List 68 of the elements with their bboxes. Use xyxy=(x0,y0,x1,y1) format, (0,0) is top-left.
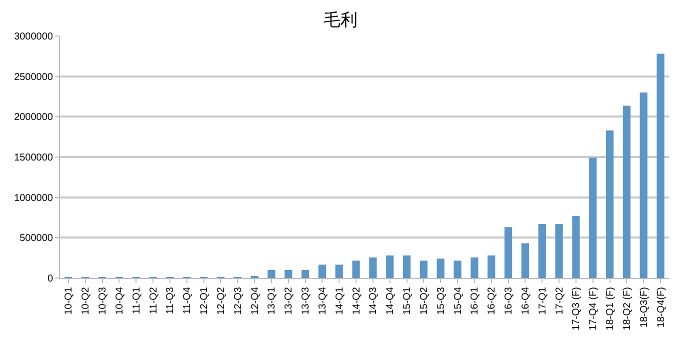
bar xyxy=(268,270,276,278)
y-tick-label: 2000000 xyxy=(14,112,54,124)
x-tick-label: 15-Q1 xyxy=(402,286,414,315)
x-tick-label: 14-Q4 xyxy=(385,286,396,315)
x-tick-label: 12-Q3 xyxy=(232,286,244,315)
x-tick-label: 18-Q2 (F) xyxy=(622,287,633,330)
chart-title: 毛利 xyxy=(324,10,358,31)
bar xyxy=(640,92,648,278)
y-tick-label: 2500000 xyxy=(14,72,54,83)
x-tick-label: 18-Q1 (F) xyxy=(605,287,616,330)
bar xyxy=(488,255,496,278)
bar xyxy=(284,270,292,278)
x-tick-label: 17-Q4 (F) xyxy=(588,287,600,330)
x-tick-label: 13-Q4 xyxy=(317,286,328,315)
x-tick-label: 13-Q3 xyxy=(300,286,312,315)
bar xyxy=(589,158,597,278)
x-tick-label: 14-Q1 xyxy=(334,286,346,315)
y-tick-label: 3000000 xyxy=(14,32,54,42)
x-tick-label: 17-Q1 xyxy=(537,286,548,315)
x-tick-label: 10-Q4 xyxy=(114,286,126,315)
y-tick-label: 500000 xyxy=(20,233,54,244)
x-tick-label: 11-Q2 xyxy=(148,286,160,314)
bar xyxy=(454,260,462,278)
x-tick-label: 16-Q1 xyxy=(470,286,481,315)
x-tick-label: 18-Q3(F) xyxy=(638,287,650,328)
x-tick-label: 11-Q1 xyxy=(131,286,142,314)
y-tick-label: 0 xyxy=(47,274,54,284)
bar xyxy=(436,258,444,278)
bar xyxy=(656,54,664,278)
x-tick-label: 13-Q1 xyxy=(266,286,278,315)
bar xyxy=(420,260,428,278)
bar xyxy=(470,257,478,278)
x-tick-label: 10-Q3 xyxy=(98,286,109,315)
bar xyxy=(521,243,530,278)
bar xyxy=(335,264,343,278)
x-tick-label: 15-Q4 xyxy=(452,286,464,315)
x-tick-label: 16-Q4 xyxy=(520,286,532,315)
x-tick-label: 12-Q1 xyxy=(199,286,210,315)
x-tick-label: 13-Q2 xyxy=(284,286,295,315)
bar xyxy=(301,270,310,278)
bar xyxy=(318,264,326,278)
x-tick-label: 12-Q2 xyxy=(216,286,227,315)
bar xyxy=(572,216,580,278)
x-tick-label: 10-Q1 xyxy=(64,286,75,315)
bar xyxy=(555,224,563,278)
x-tick-label: 14-Q3 xyxy=(368,286,380,315)
x-tick-label: 18-Q4(F) xyxy=(656,287,667,328)
bar xyxy=(622,106,631,278)
x-tick-label: 16-Q2 xyxy=(486,286,498,315)
x-tick-label: 14-Q2 xyxy=(351,286,362,315)
x-tick-label: 16-Q3 xyxy=(504,286,515,315)
x-tick-label: 17-Q3 (F) xyxy=(571,287,582,330)
bar xyxy=(504,227,512,278)
bar xyxy=(606,130,614,278)
x-tick-label: 15-Q2 xyxy=(418,286,430,315)
x-tick-label: 17-Q2 xyxy=(554,286,566,315)
bar xyxy=(352,260,360,278)
bar xyxy=(538,224,546,278)
x-tick-label: 15-Q3 xyxy=(436,286,447,315)
bar xyxy=(369,257,377,278)
bar xyxy=(386,255,394,278)
x-tick-label: 10-Q2 xyxy=(80,286,92,315)
x-tick-label: 11-Q3 xyxy=(165,286,176,314)
y-tick-label: 1000000 xyxy=(14,192,54,204)
bar xyxy=(402,255,411,278)
x-tick-label: 11-Q4 xyxy=(182,286,194,314)
x-tick-label: 12-Q4 xyxy=(250,286,261,315)
y-tick-label: 1500000 xyxy=(14,152,54,164)
